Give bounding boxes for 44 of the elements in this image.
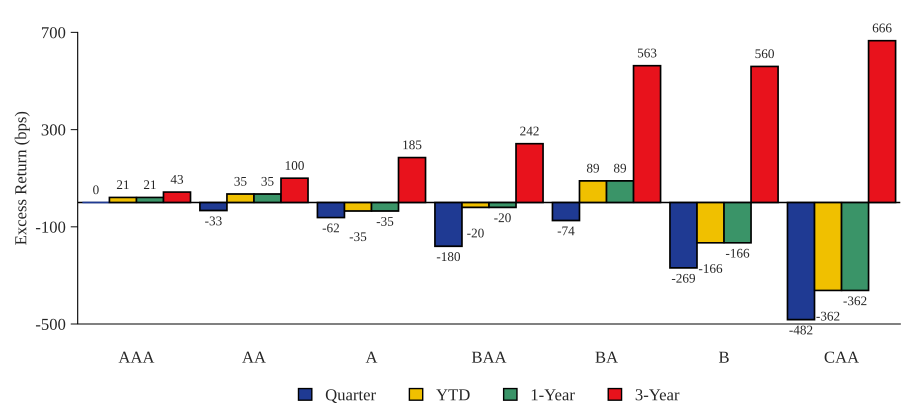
data-label: -74: [558, 226, 575, 236]
data-label: -482: [789, 326, 812, 334]
x-tick-label: BA: [595, 352, 618, 363]
data-label: 0: [93, 185, 99, 194]
y-tick-label: 700: [42, 27, 66, 38]
data-label: 21: [116, 180, 129, 190]
data-label: 563: [638, 48, 656, 58]
y-tick-label: -500: [36, 318, 66, 330]
legend-label: 1-Year: [532, 389, 575, 400]
data-label: -20: [467, 228, 484, 238]
data-label: -20: [494, 213, 511, 222]
data-label: 185: [403, 140, 422, 150]
data-label: -166: [726, 248, 750, 258]
legend-label: 3-Year: [636, 389, 680, 400]
legend-label: YTD: [436, 389, 470, 400]
data-label: -362: [843, 296, 866, 306]
data-label: 35: [234, 176, 247, 186]
x-tick-label: AAA: [118, 352, 154, 363]
data-label: -269: [672, 274, 696, 283]
data-label: 43: [170, 174, 184, 184]
data-label: -180: [436, 252, 460, 262]
data-label: 666: [872, 24, 892, 32]
data-label: -35: [350, 232, 366, 242]
data-label: 100: [286, 161, 304, 170]
x-tick-label: A: [366, 352, 378, 363]
data-label: -62: [322, 224, 339, 232]
data-label: -166: [698, 264, 722, 273]
y-tick-label: -100: [36, 222, 66, 233]
x-tick-label: CAA: [824, 352, 860, 363]
data-label: 89: [614, 164, 626, 173]
y-axis-title: Excess Return (bps): [14, 112, 30, 245]
data-label: -362: [816, 312, 840, 321]
legend-label: Quarter: [326, 389, 376, 403]
data-label: 35: [262, 176, 274, 186]
x-tick-label: B: [718, 352, 729, 363]
data-label: 21: [144, 180, 156, 190]
x-tick-label: AA: [242, 352, 266, 363]
x-tick-label: BAA: [472, 352, 506, 363]
data-label: -35: [376, 216, 394, 226]
data-label: -33: [205, 216, 222, 226]
data-label: 89: [586, 164, 600, 173]
y-tick-label: 300: [42, 124, 66, 136]
data-label: 242: [520, 126, 539, 136]
data-label: 560: [755, 49, 774, 58]
